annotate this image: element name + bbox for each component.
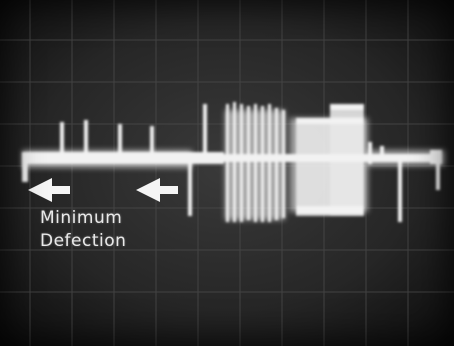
annotation-line-2: Defection	[40, 231, 127, 251]
arrow-right-icon	[136, 178, 178, 202]
annotation-line-1: Minimum	[40, 208, 123, 228]
signal-trace	[22, 102, 442, 222]
arrow-left-icon	[28, 178, 70, 202]
annotation-label: Minimum Defection	[40, 207, 126, 253]
